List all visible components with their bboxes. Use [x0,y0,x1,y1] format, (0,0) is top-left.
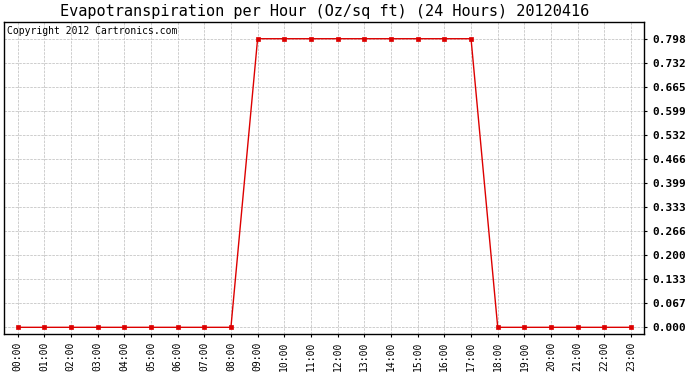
Text: Copyright 2012 Cartronics.com: Copyright 2012 Cartronics.com [8,26,178,36]
Title: Evapotranspiration per Hour (Oz/sq ft) (24 Hours) 20120416: Evapotranspiration per Hour (Oz/sq ft) (… [59,4,589,19]
